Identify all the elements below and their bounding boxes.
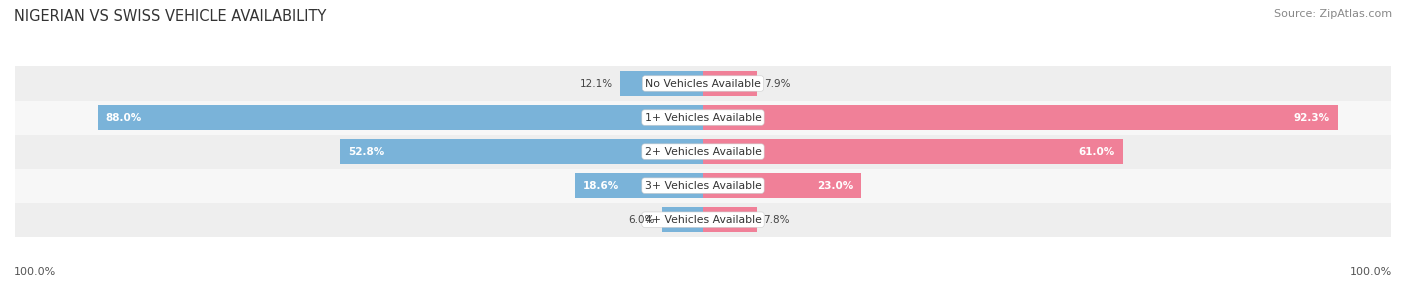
Bar xyxy=(575,173,703,198)
Bar xyxy=(15,203,1391,237)
Text: 2+ Vehicles Available: 2+ Vehicles Available xyxy=(644,147,762,156)
Text: 61.0%: 61.0% xyxy=(1078,147,1115,156)
Bar xyxy=(15,169,1391,203)
Bar xyxy=(703,173,862,198)
Text: 1+ Vehicles Available: 1+ Vehicles Available xyxy=(644,112,762,122)
Text: 100.0%: 100.0% xyxy=(14,267,56,277)
Text: 18.6%: 18.6% xyxy=(583,181,620,191)
Text: 12.1%: 12.1% xyxy=(579,78,613,88)
Text: 100.0%: 100.0% xyxy=(1350,267,1392,277)
Bar xyxy=(620,71,703,96)
Bar xyxy=(15,134,1391,169)
Bar xyxy=(662,207,703,232)
Text: 7.9%: 7.9% xyxy=(765,78,790,88)
Bar xyxy=(15,100,1391,134)
Text: No Vehicles Available: No Vehicles Available xyxy=(645,78,761,88)
Bar xyxy=(703,105,1339,130)
Text: 4+ Vehicles Available: 4+ Vehicles Available xyxy=(644,215,762,225)
Bar xyxy=(703,139,1122,164)
Text: 7.8%: 7.8% xyxy=(763,215,790,225)
Text: 92.3%: 92.3% xyxy=(1294,112,1330,122)
Bar xyxy=(97,105,703,130)
Bar xyxy=(15,66,1391,100)
Bar xyxy=(703,71,758,96)
Text: 52.8%: 52.8% xyxy=(349,147,384,156)
Text: 3+ Vehicles Available: 3+ Vehicles Available xyxy=(644,181,762,191)
Text: 6.0%: 6.0% xyxy=(628,215,655,225)
Text: NIGERIAN VS SWISS VEHICLE AVAILABILITY: NIGERIAN VS SWISS VEHICLE AVAILABILITY xyxy=(14,9,326,23)
Bar xyxy=(340,139,703,164)
Bar xyxy=(703,207,756,232)
Text: Source: ZipAtlas.com: Source: ZipAtlas.com xyxy=(1274,9,1392,19)
Text: 88.0%: 88.0% xyxy=(105,112,142,122)
Text: 23.0%: 23.0% xyxy=(817,181,853,191)
